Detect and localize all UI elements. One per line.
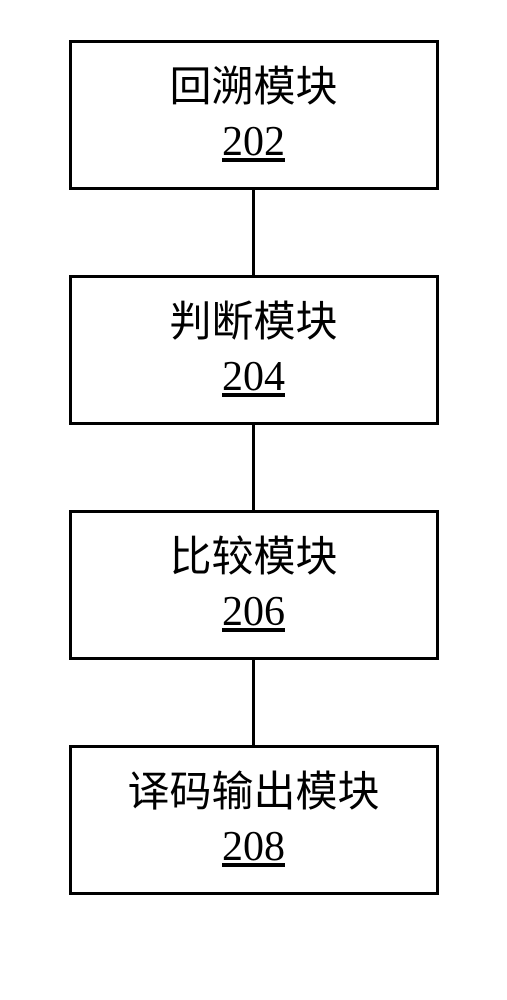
node-number: 208	[222, 822, 285, 872]
flowchart-container: 回溯模块 202 判断模块 204 比较模块 206 译码输出模块 208	[69, 40, 439, 895]
flowchart-node-1: 回溯模块 202	[69, 40, 439, 190]
node-label: 译码输出模块	[127, 768, 379, 818]
flowchart-node-2: 判断模块 204	[69, 275, 439, 425]
node-label: 判断模块	[169, 298, 337, 348]
node-number: 206	[222, 587, 285, 637]
flowchart-connector	[252, 425, 255, 510]
flowchart-node-4: 译码输出模块 208	[69, 745, 439, 895]
node-number: 202	[222, 117, 285, 167]
flowchart-connector	[252, 660, 255, 745]
node-number: 204	[222, 352, 285, 402]
node-label: 回溯模块	[169, 63, 337, 113]
flowchart-connector	[252, 190, 255, 275]
node-label: 比较模块	[169, 533, 337, 583]
flowchart-node-3: 比较模块 206	[69, 510, 439, 660]
